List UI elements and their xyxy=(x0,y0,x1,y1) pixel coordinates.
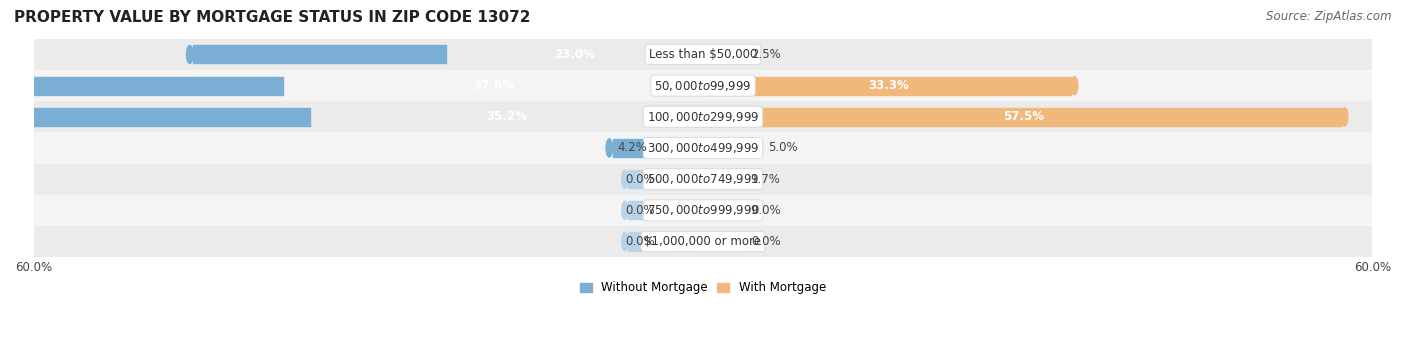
Bar xyxy=(34,132,1372,164)
Bar xyxy=(703,77,1071,95)
Bar xyxy=(34,164,1372,195)
Circle shape xyxy=(738,233,745,251)
Bar xyxy=(0,77,284,95)
Text: 33.3%: 33.3% xyxy=(869,79,910,92)
Bar xyxy=(34,70,1372,101)
Bar xyxy=(703,233,738,251)
Text: $750,000 to $999,999: $750,000 to $999,999 xyxy=(647,203,759,217)
Text: 37.6%: 37.6% xyxy=(472,79,513,92)
Bar xyxy=(628,201,664,219)
Bar xyxy=(34,195,1372,226)
Text: 57.5%: 57.5% xyxy=(1004,110,1045,123)
Text: 4.2%: 4.2% xyxy=(617,142,647,154)
Text: $500,000 to $749,999: $500,000 to $749,999 xyxy=(647,172,759,186)
Circle shape xyxy=(621,170,628,188)
Text: 0.0%: 0.0% xyxy=(626,173,655,186)
Bar xyxy=(703,139,755,157)
Bar xyxy=(703,201,738,219)
Bar xyxy=(0,108,311,126)
Circle shape xyxy=(606,139,613,157)
Bar xyxy=(703,45,738,63)
Text: $1,000,000 or more: $1,000,000 or more xyxy=(644,235,762,248)
Bar xyxy=(34,39,1372,70)
Text: 5.0%: 5.0% xyxy=(768,142,797,154)
Circle shape xyxy=(1341,108,1348,126)
Bar xyxy=(703,108,1341,126)
Bar xyxy=(193,45,446,63)
Circle shape xyxy=(621,201,628,219)
Text: Source: ZipAtlas.com: Source: ZipAtlas.com xyxy=(1267,10,1392,23)
Text: 0.0%: 0.0% xyxy=(626,235,655,248)
Bar xyxy=(703,170,738,188)
Circle shape xyxy=(738,170,745,188)
Circle shape xyxy=(755,139,762,157)
Bar xyxy=(34,226,1372,257)
Text: 0.0%: 0.0% xyxy=(751,235,780,248)
Text: 2.5%: 2.5% xyxy=(751,48,780,61)
Text: 0.0%: 0.0% xyxy=(751,204,780,217)
Circle shape xyxy=(187,45,193,63)
Text: PROPERTY VALUE BY MORTGAGE STATUS IN ZIP CODE 13072: PROPERTY VALUE BY MORTGAGE STATUS IN ZIP… xyxy=(14,10,530,25)
Circle shape xyxy=(738,201,745,219)
Circle shape xyxy=(1071,77,1078,95)
Legend: Without Mortgage, With Mortgage: Without Mortgage, With Mortgage xyxy=(575,277,831,299)
Circle shape xyxy=(621,233,628,251)
Text: 35.2%: 35.2% xyxy=(486,110,527,123)
Bar xyxy=(34,101,1372,132)
Text: 23.0%: 23.0% xyxy=(554,48,595,61)
Text: $300,000 to $499,999: $300,000 to $499,999 xyxy=(647,141,759,155)
Text: Less than $50,000: Less than $50,000 xyxy=(648,48,758,61)
Text: 1.7%: 1.7% xyxy=(751,173,780,186)
Bar xyxy=(628,233,664,251)
Circle shape xyxy=(738,45,745,63)
Bar xyxy=(613,139,657,157)
Text: 0.0%: 0.0% xyxy=(626,204,655,217)
Bar xyxy=(628,170,664,188)
Text: $50,000 to $99,999: $50,000 to $99,999 xyxy=(654,79,752,93)
Text: $100,000 to $299,999: $100,000 to $299,999 xyxy=(647,110,759,124)
